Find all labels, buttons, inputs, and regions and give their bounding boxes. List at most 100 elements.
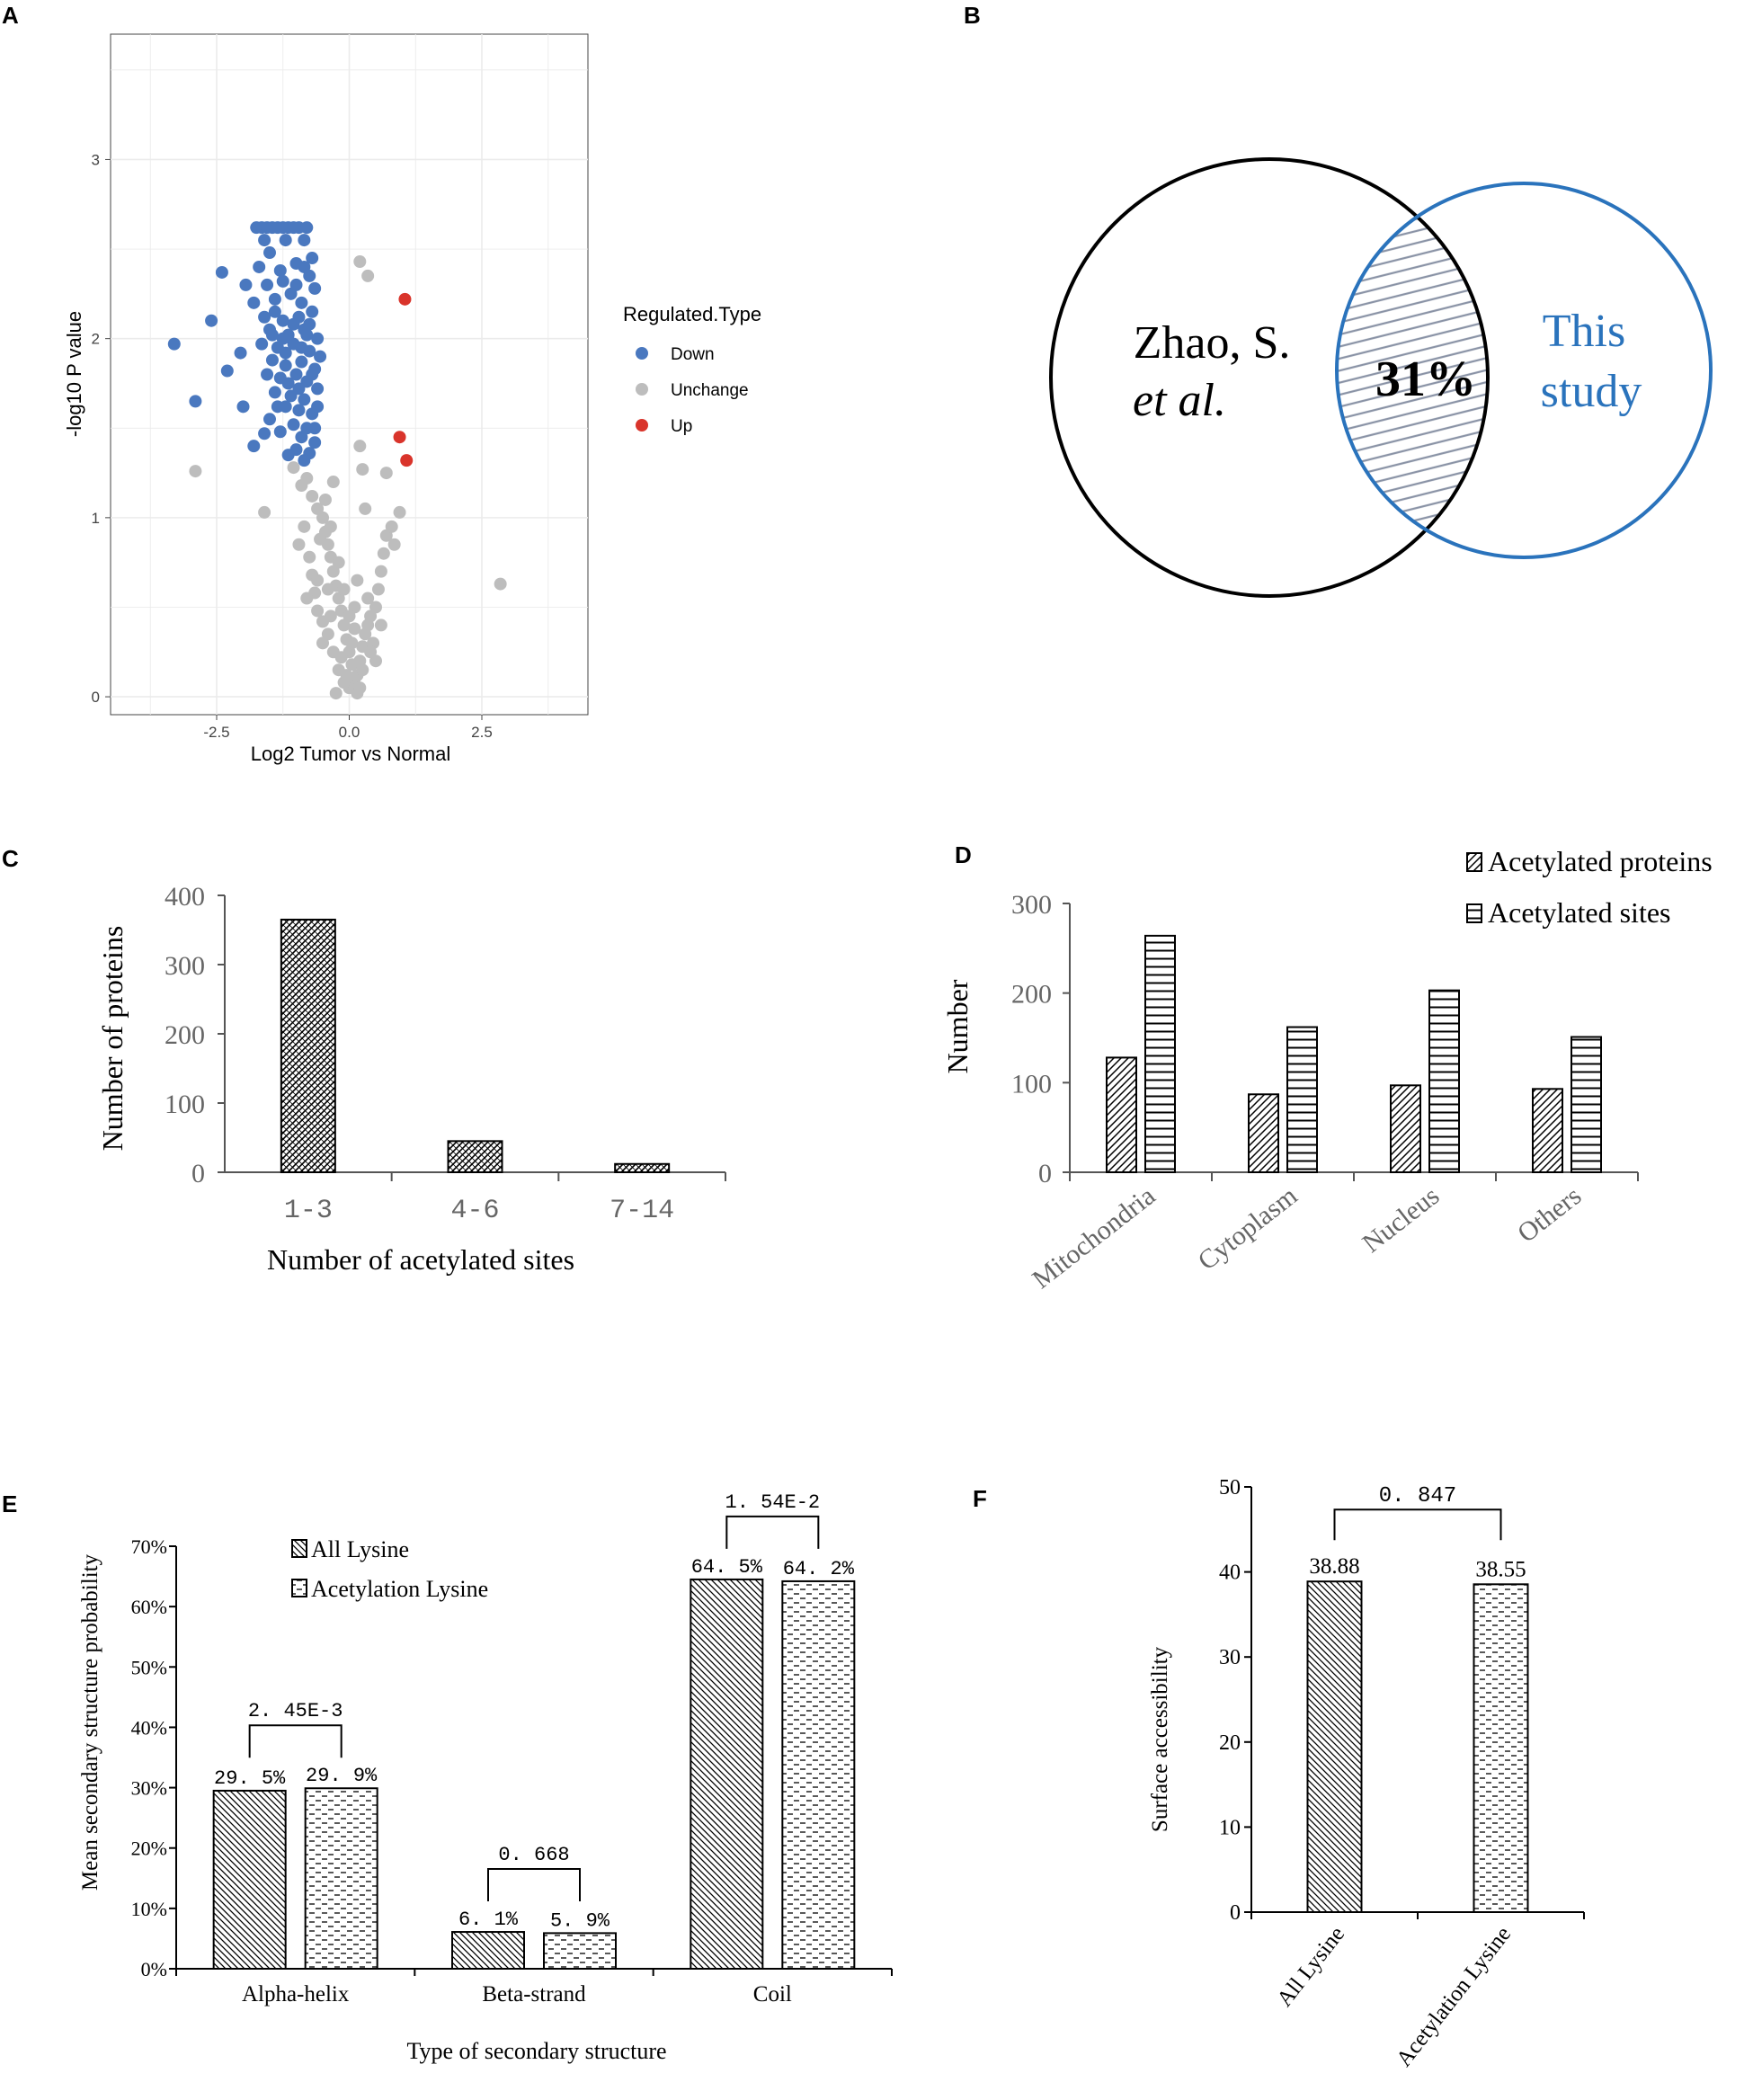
volcano-point-down [234,346,247,360]
chart-e-significance-bracket [487,1868,581,1902]
chart-f-y-axis-title: Surface accessibility [1148,1646,1172,1832]
volcano-point-down [295,296,308,309]
venn-overlap-label: 31% [1375,351,1476,407]
bar-chart-secondary-structure: 0% 10% 20% 30% 40% 50% 60% 70% 29. 5% 29. 9% 2. 4… [78,1491,893,2064]
volcano-axis-ticks: -2.5 0.0 2.5 0 1 2 3 [92,151,493,741]
volcano-point-down [258,234,271,247]
volcano-point-unchange [318,493,332,506]
volcano-y-tick-label: 2 [92,331,100,348]
volcano-point-unchange [494,577,507,591]
volcano-point-down [308,422,322,435]
volcano-point-down [268,305,281,318]
chart-e-y-tick-label: 60% [131,1596,167,1618]
chart-e-significance-bracket [248,1724,343,1758]
venn-diagram: Zhao, S. et al. This study 31% [1049,157,1713,598]
chart-e-pvalue-label: 0. 668 [498,1844,569,1866]
chart-e-bar-all [690,1578,764,1971]
volcano-point-down [276,332,289,345]
volcano-point-unchange [353,681,367,695]
volcano-point-unchange [337,583,351,596]
volcano-point-down [281,449,295,462]
volcano-point-unchange [356,463,369,476]
volcano-point-up [398,292,412,306]
volcano-y-tick-label: 0 [92,689,100,706]
chart-d-x-tick-label: Nucleus [1357,1181,1446,1259]
volcano-point-down [298,393,311,406]
chart-d-x-tick-label: Mitochondria [1027,1181,1161,1295]
chart-e-significance-bracket [725,1515,820,1549]
chart-f-y-tick-label: 50 [1219,1476,1241,1499]
legend-down-label: Down [671,345,715,364]
chart-d-x-tick-label: Others [1512,1181,1587,1249]
chart-d-bar-proteins [1248,1093,1279,1174]
volcano-points [167,221,507,700]
chart-d-bar-sites [1286,1026,1318,1174]
chart-c-bar [280,918,336,1173]
venn-label-et-al: et al. [1133,375,1226,426]
volcano-x-tick-label: 0.0 [339,724,360,741]
chart-d-bar-proteins [1390,1084,1421,1174]
volcano-point-down [189,395,202,408]
chart-f-axes: 0 10 20 30 40 50 [1219,1476,1585,1925]
volcano-point-down [258,310,271,324]
venn-circle-zhao [1049,157,1490,598]
chart-e-y-tick-label: 50% [131,1656,167,1678]
volcano-point-down [265,328,279,342]
chart-f-y-tick-label: 20 [1219,1731,1241,1755]
volcano-point-unchange [348,622,361,636]
volcano-point-down [220,364,234,378]
volcano-point-down [298,454,311,467]
volcano-point-unchange [321,583,334,596]
chart-d-y-axis-title: Number [941,979,974,1073]
chart-e-bar-acetyl [304,1787,378,1970]
chart-c-x-tick-label: 7-14 [610,1196,674,1226]
volcano-point-unchange [387,538,401,551]
volcano-point-down [292,382,306,396]
volcano-point-down [215,265,228,279]
volcano-point-down [289,368,303,381]
volcano-x-tick-label: -2.5 [203,724,229,741]
panel-label-d: D [955,841,972,868]
chart-e-legend-all-swatch [291,1539,307,1558]
chart-d-bar-sites [1428,989,1460,1173]
chart-c-y-tick-label: 300 [165,951,205,981]
chart-f-x-tick-label: Acetylation Lysine [1392,1922,1516,2071]
chart-e-data-label: 64. 2% [783,1558,855,1580]
chart-d-y-tick-label: 300 [1011,890,1052,920]
chart-e-pvalue-label: 2. 45E-3 [248,1700,343,1722]
chart-d-legend-sites-label: Acetylated sites [1488,896,1670,929]
chart-c-x-tick-label: 4-6 [450,1196,499,1226]
volcano-point-up [400,454,414,467]
volcano-point-down [303,317,316,331]
chart-f-y-tick-label: 40 [1219,1562,1241,1585]
chart-d-y-tick-label: 0 [1038,1159,1052,1188]
volcano-point-down [276,274,289,288]
chart-c-bars: 1-3 4-6 7-14 [280,918,674,1226]
volcano-point-down [295,431,308,444]
venn-label-zhao: Zhao, S. [1134,317,1291,369]
volcano-point-down [258,427,271,440]
volcano-point-down [236,400,250,414]
chart-c-bar [447,1140,503,1173]
volcano-point-unchange [316,511,329,524]
volcano-point-unchange [374,618,387,632]
volcano-point-down [300,328,314,342]
chart-f-significance-bracket [1333,1508,1502,1541]
venn-label-study: study [1541,366,1642,417]
venn-circle-this-study [1335,182,1713,559]
chart-f-data-label: 38.88 [1309,1554,1359,1579]
chart-c-y-tick-label: 0 [191,1159,205,1188]
volcano-point-down [308,436,322,449]
chart-e-data-label: 64. 5% [691,1556,763,1579]
chart-c-x-tick-label: 1-3 [284,1196,333,1226]
volcano-point-unchange [300,472,314,485]
chart-e-axes: 0% 10% 20% 30% 40% 50% 60% 70% [131,1535,893,1980]
volcano-point-down [298,234,311,247]
legend-up-label: Up [671,417,692,436]
volcano-point-down [314,350,327,363]
chart-d-bar-sites [1144,934,1176,1173]
bar-chart-localization: 0 100 200 300 Mitochondria Cytoplasm Nucleus O… [941,845,1713,1295]
volcano-point-unchange [371,583,385,596]
volcano-point-down [253,260,266,273]
chart-e-y-tick-label: 30% [131,1777,167,1800]
